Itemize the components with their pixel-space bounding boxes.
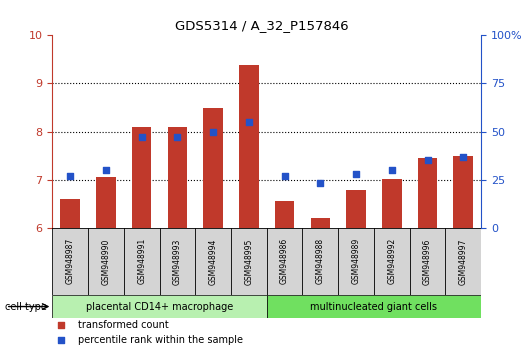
- Bar: [88, 228, 124, 295]
- Bar: [302, 228, 338, 295]
- Bar: [374, 228, 410, 295]
- Point: [352, 171, 360, 177]
- Text: GSM948990: GSM948990: [101, 238, 110, 285]
- Bar: [382, 179, 402, 228]
- Text: GSM948993: GSM948993: [173, 238, 182, 285]
- Text: transformed count: transformed count: [78, 320, 169, 330]
- Bar: [338, 228, 374, 295]
- Bar: [160, 228, 195, 295]
- Text: GSM948996: GSM948996: [423, 238, 432, 285]
- Point: [388, 167, 396, 173]
- Text: GDS5314 / A_32_P157846: GDS5314 / A_32_P157846: [175, 19, 348, 33]
- Bar: [52, 295, 267, 318]
- Text: GSM948987: GSM948987: [66, 238, 75, 285]
- Bar: [418, 158, 437, 228]
- Bar: [275, 201, 294, 228]
- Bar: [203, 108, 223, 228]
- Text: percentile rank within the sample: percentile rank within the sample: [78, 335, 243, 345]
- Bar: [239, 65, 259, 228]
- Text: GSM948986: GSM948986: [280, 238, 289, 285]
- Bar: [446, 228, 481, 295]
- Bar: [195, 228, 231, 295]
- Point: [101, 167, 110, 173]
- Bar: [267, 295, 481, 318]
- Text: multinucleated giant cells: multinucleated giant cells: [311, 302, 437, 312]
- Text: GSM948997: GSM948997: [459, 238, 468, 285]
- Bar: [60, 199, 80, 228]
- Bar: [453, 156, 473, 228]
- Point: [316, 181, 324, 186]
- Bar: [231, 228, 267, 295]
- Point: [459, 154, 468, 159]
- Bar: [311, 218, 330, 228]
- Text: GSM948989: GSM948989: [351, 238, 360, 285]
- Bar: [124, 228, 160, 295]
- Text: GSM948991: GSM948991: [137, 238, 146, 285]
- Point: [173, 135, 181, 140]
- Bar: [167, 127, 187, 228]
- Text: GSM948994: GSM948994: [209, 238, 218, 285]
- Point: [66, 173, 74, 179]
- Point: [424, 158, 432, 163]
- Text: placental CD14+ macrophage: placental CD14+ macrophage: [86, 302, 233, 312]
- Bar: [96, 177, 116, 228]
- Bar: [346, 190, 366, 228]
- Text: GSM948992: GSM948992: [388, 238, 396, 285]
- Bar: [267, 228, 302, 295]
- Point: [280, 173, 289, 179]
- Point: [209, 129, 218, 135]
- Bar: [52, 228, 88, 295]
- Text: GSM948988: GSM948988: [316, 238, 325, 284]
- Point: [56, 322, 65, 328]
- Bar: [132, 127, 152, 228]
- Text: GSM948995: GSM948995: [244, 238, 253, 285]
- Point: [138, 135, 146, 140]
- Point: [56, 337, 65, 343]
- Point: [245, 119, 253, 125]
- Text: cell type: cell type: [5, 302, 47, 312]
- Bar: [410, 228, 446, 295]
